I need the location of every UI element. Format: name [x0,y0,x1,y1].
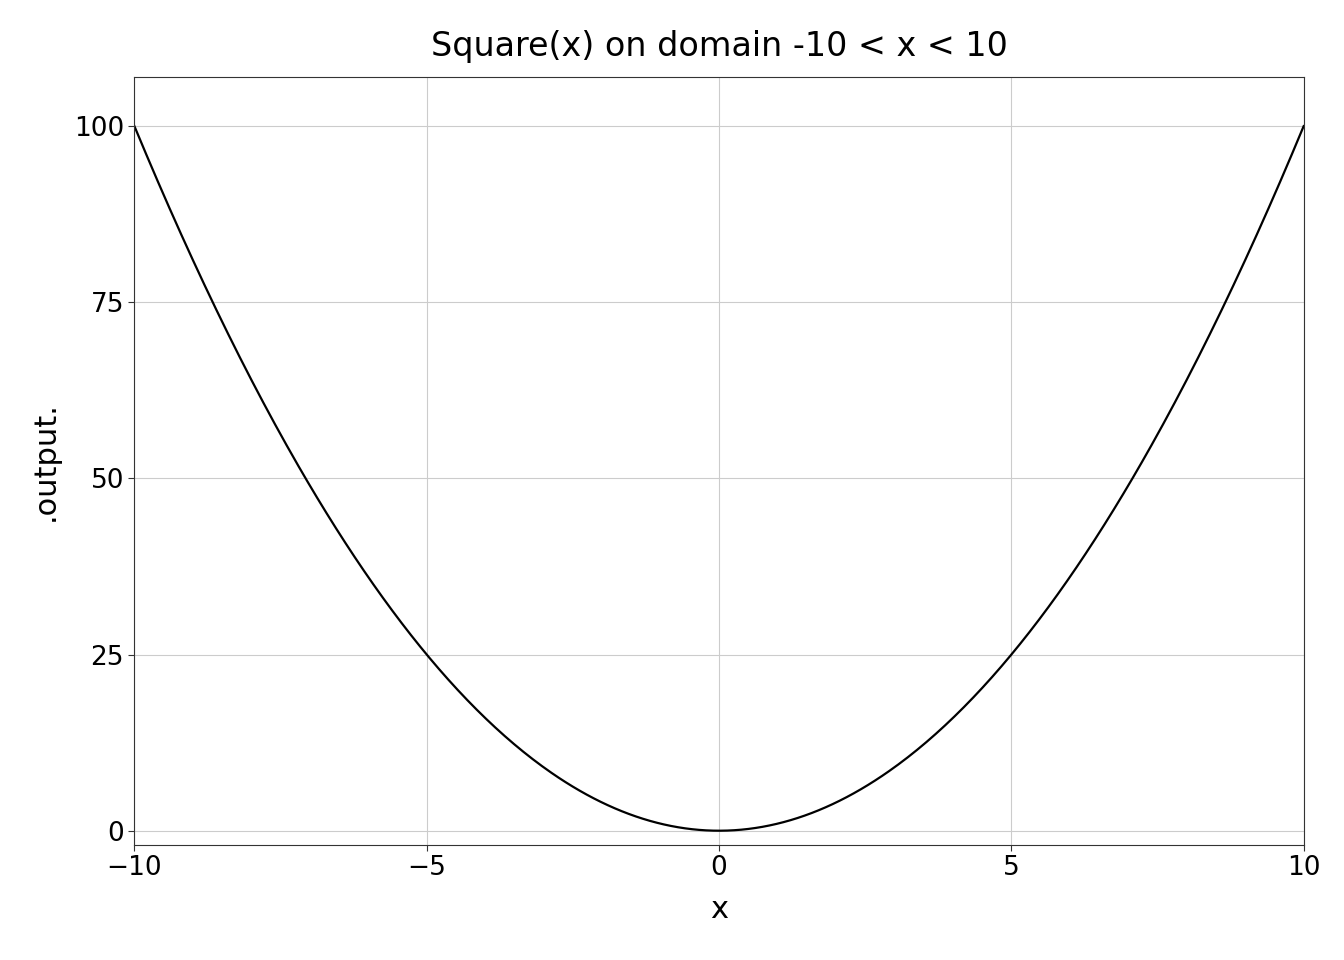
Title: Square(x) on domain -10 < x < 10: Square(x) on domain -10 < x < 10 [430,30,1008,63]
X-axis label: x: x [710,895,728,924]
Y-axis label: .output.: .output. [31,401,60,520]
